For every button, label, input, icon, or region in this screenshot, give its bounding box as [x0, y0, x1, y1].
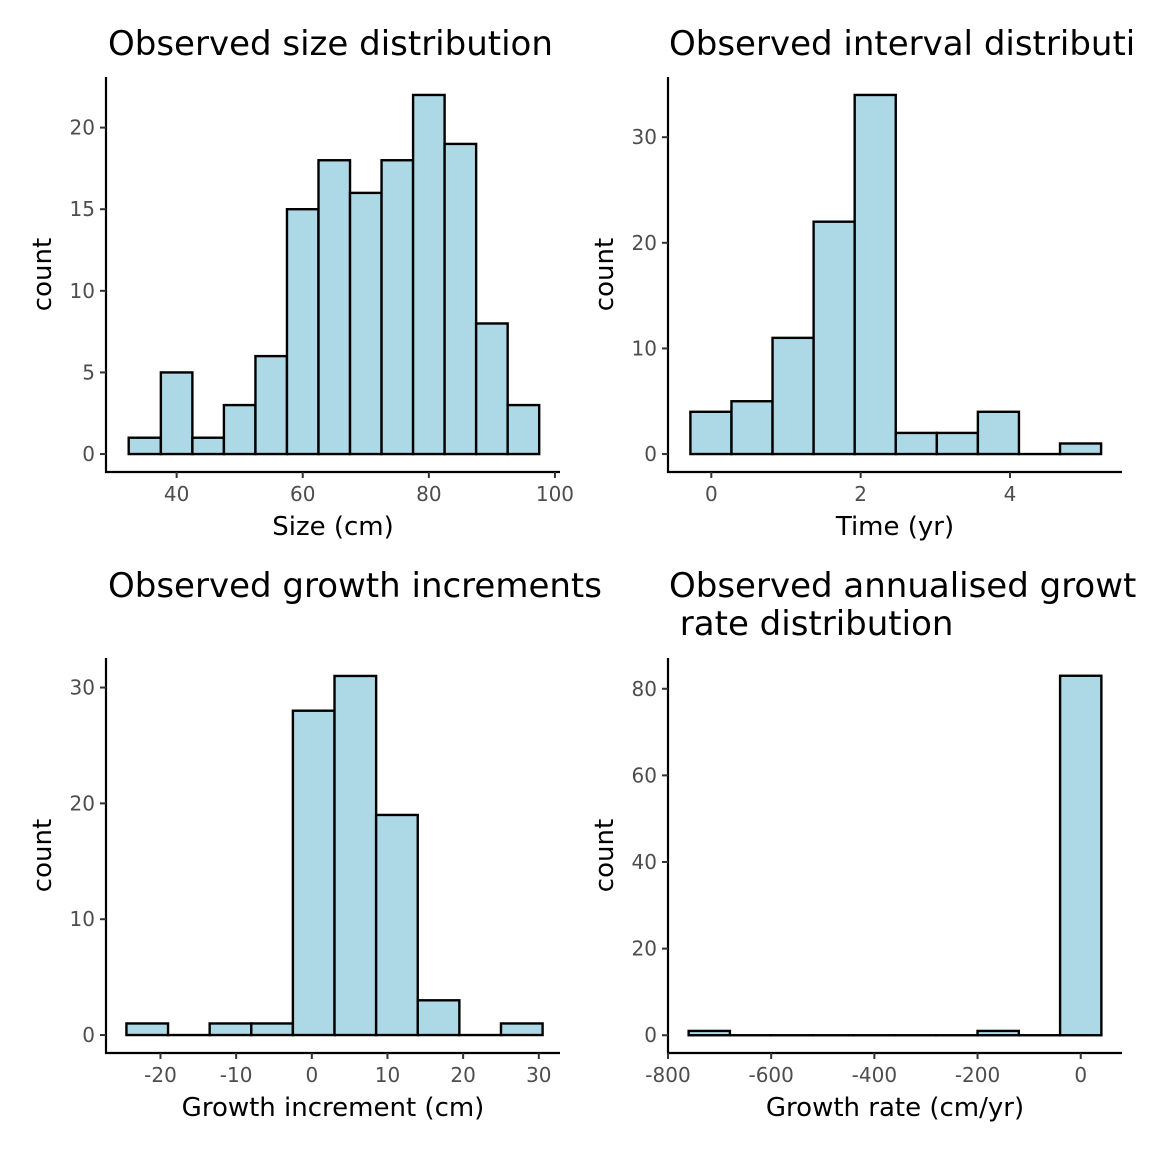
y-tick-label: 0	[82, 1023, 95, 1047]
y-tick-label: 20	[632, 231, 657, 255]
histogram-bar	[730, 400, 774, 456]
x-tick-label: 30	[526, 1063, 551, 1087]
chart-title: Observed growth increments	[108, 566, 602, 606]
histogram-bar	[127, 436, 163, 456]
histogram-bar	[687, 1029, 732, 1037]
y-axis-title: count	[28, 238, 58, 311]
x-tick-label: -10	[220, 1063, 253, 1087]
histogram-bar	[125, 1022, 170, 1037]
y-tick-label: 0	[644, 442, 657, 466]
histogram-bar	[935, 431, 980, 456]
histogram-bar	[812, 220, 856, 456]
y-tick-label: 10	[70, 279, 95, 303]
histogram-bar	[291, 709, 336, 1037]
histogram-bar	[285, 208, 320, 456]
histogram-bar	[191, 436, 226, 456]
histogram-bar	[506, 403, 541, 456]
histogram-bar	[317, 159, 352, 456]
y-tick-label: 40	[632, 850, 657, 874]
y-tick-label: 20	[632, 937, 657, 961]
x-axis-title: Growth increment (cm)	[182, 1093, 485, 1123]
histogram-bar	[222, 403, 257, 456]
histogram-panel-3: Observed growth increments 0 10 20 30 -20 -10 0…	[28, 566, 602, 1123]
y-tick-label: 30	[632, 125, 657, 149]
histogram-bar	[474, 322, 509, 456]
histogram-bar	[348, 191, 383, 456]
y-tick-label: 80	[632, 677, 657, 701]
x-tick-label: -400	[852, 1063, 897, 1087]
chart-title: rate distribution	[669, 604, 953, 644]
x-axis-title: Growth rate (cm/yr)	[766, 1093, 1024, 1123]
histogram-bar	[771, 336, 815, 456]
y-tick-label: 5	[82, 360, 95, 384]
histogram-bar	[443, 142, 478, 456]
histogram-bar	[380, 159, 415, 456]
histogram-bar	[499, 1022, 544, 1037]
histogram-bar	[689, 410, 733, 456]
x-tick-label: -20	[144, 1063, 177, 1087]
y-tick-label: 10	[70, 907, 95, 931]
histogram-bar	[208, 1022, 253, 1037]
histogram-bar	[416, 999, 461, 1037]
y-tick-label: 0	[82, 442, 95, 466]
y-tick-label: 30	[70, 676, 95, 700]
x-tick-label: 2	[854, 482, 867, 506]
chart-title: Observed annualised growt	[669, 566, 1136, 606]
histogram-bar	[250, 1022, 295, 1037]
x-tick-label: 100	[536, 482, 574, 506]
histogram-bar	[976, 410, 1021, 456]
histogram-bar	[976, 1029, 1021, 1037]
y-tick-label: 15	[70, 197, 95, 221]
x-tick-label: 0	[305, 1063, 318, 1087]
x-axis-title: Time (yr)	[835, 512, 954, 542]
y-tick-label: 20	[70, 116, 95, 140]
x-tick-label: -200	[955, 1063, 1000, 1087]
histogram-panel-2: Observed interval distributi 0 10 20 30 0 2 4 Ti…	[590, 24, 1135, 542]
y-axis-title: count	[590, 819, 620, 892]
y-tick-label: 20	[70, 791, 95, 815]
y-tick-label: 60	[632, 763, 657, 787]
y-axis-title: count	[590, 238, 620, 311]
y-axis-title: count	[28, 819, 58, 892]
x-tick-label: 80	[416, 482, 441, 506]
x-tick-label: 60	[290, 482, 315, 506]
histogram-bar	[411, 93, 446, 456]
histogram-bar	[894, 431, 939, 456]
histogram-panel-1: Observed size distribution 0 5 10 15 20 40 60 80…	[28, 24, 574, 542]
y-tick-label: 10	[632, 336, 657, 360]
x-tick-label: -600	[748, 1063, 793, 1087]
x-tick-label: 40	[164, 482, 189, 506]
histogram-bar	[159, 371, 194, 456]
histogram-panel-4: Observed annualised growt rate distribut…	[590, 566, 1136, 1123]
x-tick-label: 0	[1074, 1063, 1087, 1087]
chart-title: Observed size distribution	[108, 24, 553, 64]
x-tick-label: 0	[705, 482, 718, 506]
histogram-bar	[333, 674, 378, 1037]
chart-title: Observed interval distributi	[669, 24, 1135, 64]
histogram-bar	[374, 813, 419, 1037]
x-tick-label: -800	[645, 1063, 690, 1087]
y-tick-label: 0	[644, 1023, 657, 1047]
histogram-bar	[1058, 442, 1103, 456]
histogram-bar	[1058, 674, 1103, 1037]
x-tick-label: 4	[1004, 482, 1017, 506]
histogram-bar	[853, 93, 897, 456]
x-tick-label: 20	[450, 1063, 475, 1087]
x-axis-title: Size (cm)	[272, 512, 394, 542]
x-tick-label: 10	[375, 1063, 400, 1087]
histogram-bar	[254, 354, 289, 456]
